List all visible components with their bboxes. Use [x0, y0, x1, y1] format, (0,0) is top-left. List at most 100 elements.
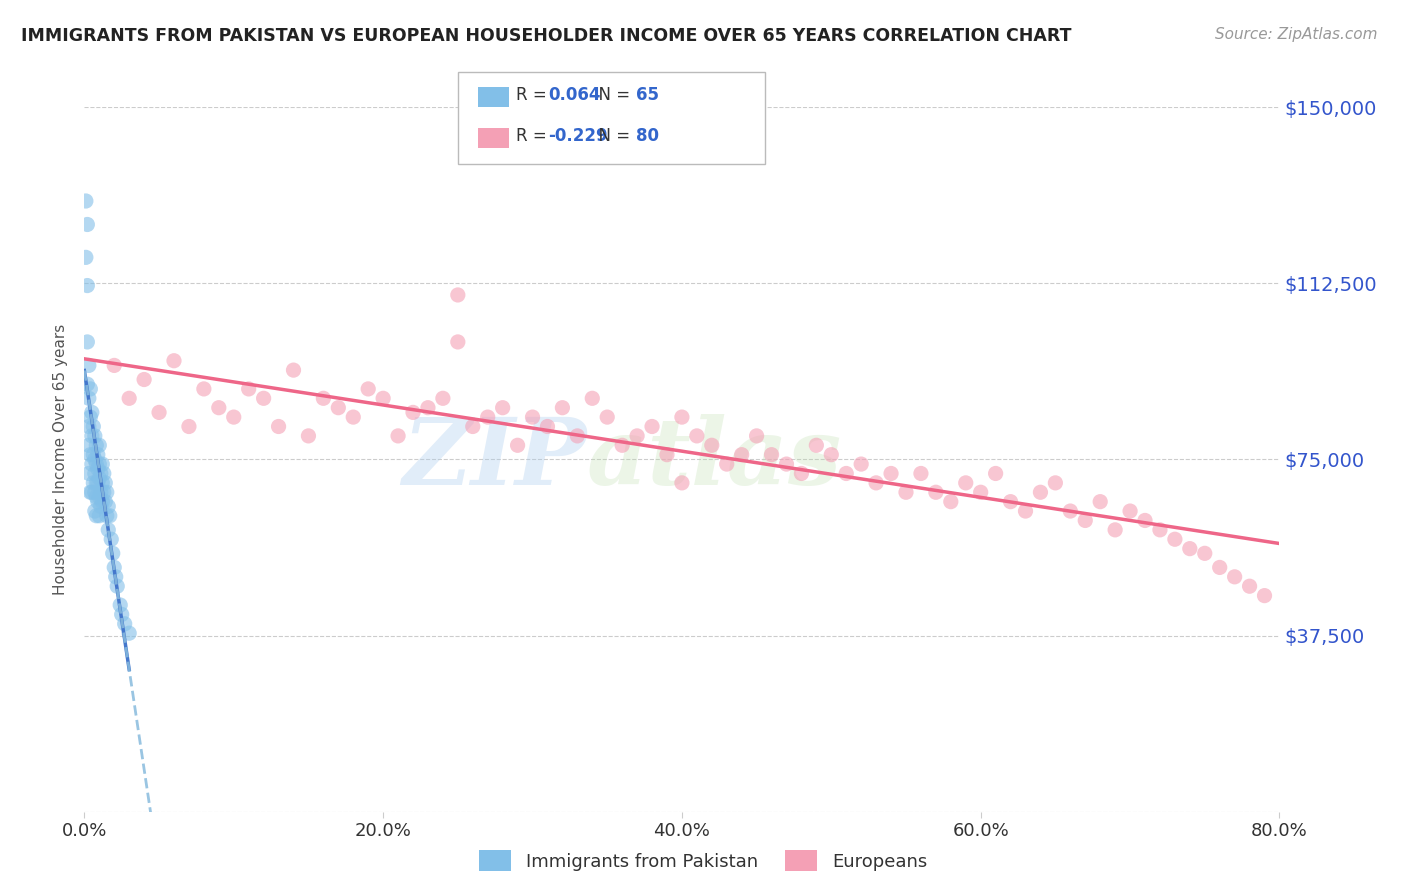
Point — [90, 500, 112, 514]
Point — [93, 485, 115, 500]
Point — [91, 494, 114, 508]
Point — [89, 508, 111, 523]
Point — [835, 467, 858, 481]
Point — [939, 494, 962, 508]
Point — [1149, 523, 1171, 537]
Point — [94, 494, 117, 508]
Point — [103, 359, 125, 373]
Point — [567, 429, 589, 443]
Point — [984, 467, 1007, 481]
Point — [76, 377, 98, 392]
Point — [686, 429, 709, 443]
Point — [641, 419, 664, 434]
Point — [98, 508, 121, 523]
Point — [775, 457, 797, 471]
Point — [83, 452, 105, 467]
Point — [90, 485, 112, 500]
Point — [328, 401, 350, 415]
Point — [96, 508, 118, 523]
Point — [761, 448, 783, 462]
Point — [880, 467, 903, 481]
Point — [522, 410, 544, 425]
Point — [925, 485, 948, 500]
Point — [865, 475, 887, 490]
Point — [806, 438, 828, 452]
Point — [89, 471, 111, 485]
Point — [1014, 504, 1036, 518]
Point — [1029, 485, 1052, 500]
Point — [80, 457, 103, 471]
Point — [716, 457, 738, 471]
Point — [1194, 546, 1216, 560]
Point — [163, 353, 186, 368]
Point — [745, 429, 768, 443]
Point — [76, 278, 98, 293]
Text: 65: 65 — [636, 86, 658, 103]
Point — [297, 429, 319, 443]
Point — [83, 485, 105, 500]
Point — [402, 405, 425, 419]
Point — [373, 392, 395, 406]
Point — [97, 523, 120, 537]
Point — [447, 288, 470, 302]
Point — [111, 607, 134, 622]
Point — [790, 467, 813, 481]
Point — [79, 485, 101, 500]
Point — [820, 448, 842, 462]
Point — [596, 410, 619, 425]
Point — [118, 392, 141, 406]
Point — [86, 438, 108, 452]
Point — [1119, 504, 1142, 518]
Point — [910, 467, 932, 481]
Point — [103, 560, 125, 574]
Text: 0.064: 0.064 — [548, 86, 600, 103]
Point — [90, 467, 112, 481]
Point — [1164, 533, 1187, 547]
Point — [492, 401, 515, 415]
Text: IMMIGRANTS FROM PAKISTAN VS EUROPEAN HOUSEHOLDER INCOME OVER 65 YEARS CORRELATIO: IMMIGRANTS FROM PAKISTAN VS EUROPEAN HOU… — [21, 27, 1071, 45]
Point — [461, 419, 484, 434]
Point — [612, 438, 634, 452]
Point — [312, 392, 335, 406]
Point — [77, 392, 100, 406]
Legend: Immigrants from Pakistan, Europeans: Immigrants from Pakistan, Europeans — [471, 843, 935, 879]
Point — [626, 429, 648, 443]
Point — [80, 485, 103, 500]
Point — [342, 410, 364, 425]
Point — [83, 467, 105, 481]
Point — [447, 334, 470, 349]
Point — [80, 429, 103, 443]
Text: N =: N = — [588, 127, 636, 145]
Point — [77, 467, 100, 481]
Point — [114, 616, 136, 631]
Point — [77, 419, 100, 434]
Point — [671, 475, 693, 490]
Text: atlas: atlas — [586, 415, 842, 504]
Point — [86, 490, 108, 504]
Point — [1045, 475, 1067, 490]
Point — [1178, 541, 1201, 556]
Text: R =: R = — [516, 127, 553, 145]
Point — [77, 438, 100, 452]
Point — [118, 626, 141, 640]
Point — [86, 475, 108, 490]
Point — [1059, 504, 1081, 518]
Text: -0.229: -0.229 — [548, 127, 607, 145]
Point — [76, 334, 98, 349]
Point — [75, 251, 97, 265]
Point — [267, 419, 290, 434]
Point — [283, 363, 305, 377]
Point — [536, 419, 558, 434]
Point — [97, 500, 120, 514]
Point — [101, 546, 124, 560]
Text: R =: R = — [516, 86, 553, 103]
Point — [76, 218, 98, 232]
Point — [100, 533, 122, 547]
Point — [104, 570, 127, 584]
Y-axis label: Householder Income Over 65 years: Householder Income Over 65 years — [53, 324, 69, 595]
Point — [89, 457, 111, 471]
Point — [86, 508, 108, 523]
Point — [894, 485, 917, 500]
Text: 80: 80 — [636, 127, 658, 145]
Point — [89, 490, 111, 504]
